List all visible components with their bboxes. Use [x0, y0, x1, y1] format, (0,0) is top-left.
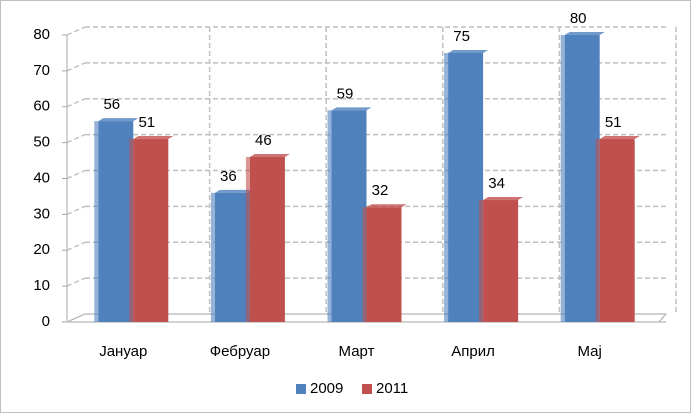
- bar-side: [595, 139, 600, 322]
- bar-side: [94, 121, 99, 322]
- y-tick-label: 50: [33, 134, 50, 151]
- data-label: 56: [103, 96, 120, 113]
- bar-top: [214, 189, 255, 193]
- bar-side: [210, 192, 215, 322]
- bar: [133, 139, 169, 322]
- grid-line: [66, 313, 86, 323]
- grid-line: [66, 169, 86, 180]
- grid-line: [66, 62, 86, 72]
- y-tick-label: 20: [33, 241, 50, 258]
- bar: [214, 192, 250, 322]
- grid-line: [66, 26, 86, 36]
- bar-side: [444, 52, 449, 322]
- bar: [564, 35, 600, 322]
- bar-group: [129, 136, 174, 322]
- grid-line: [66, 241, 86, 251]
- bar-group: [444, 49, 489, 322]
- bar-top: [249, 153, 290, 157]
- y-tick-label: 60: [33, 98, 50, 115]
- data-label: 51: [138, 114, 155, 131]
- legend-swatch: [296, 384, 306, 394]
- bar: [599, 139, 635, 322]
- grid-line: [66, 205, 86, 216]
- bar-group: [479, 197, 524, 322]
- y-tick-label: 70: [33, 62, 50, 79]
- bar-side: [479, 200, 484, 322]
- legend-swatch: [362, 384, 372, 394]
- grid-line: [66, 98, 86, 108]
- data-label: 36: [220, 168, 237, 185]
- y-tick-label: 10: [33, 277, 50, 294]
- y-tick-label: 80: [33, 26, 50, 43]
- bar: [98, 121, 134, 322]
- data-label: 75: [453, 28, 470, 45]
- y-tick-label: 30: [33, 205, 50, 222]
- bar-group: [595, 136, 640, 322]
- bar-group: [560, 32, 605, 322]
- bar-top: [599, 136, 640, 140]
- bar-top: [98, 118, 139, 122]
- x-tick-label: Април: [451, 343, 495, 360]
- bar-top: [448, 49, 489, 53]
- bar-side: [362, 207, 367, 322]
- data-label: 59: [337, 85, 354, 102]
- y-tick-label: 0: [42, 313, 50, 330]
- bar-group: [362, 204, 407, 322]
- bar: [366, 207, 402, 322]
- bar-group: [94, 118, 139, 322]
- bar-group: [210, 189, 255, 322]
- grid-line: [66, 277, 86, 287]
- x-tick-label: Март: [339, 343, 375, 360]
- y-tick-label: 40: [33, 169, 50, 186]
- bar-side: [560, 35, 565, 322]
- legend-label: 2009: [310, 380, 343, 397]
- legend-label: 2011: [376, 380, 408, 397]
- bar-top: [133, 136, 174, 140]
- data-label: 51: [605, 114, 622, 131]
- bar: [331, 110, 367, 323]
- bar: [483, 200, 519, 322]
- data-label: 80: [570, 10, 587, 27]
- data-label: 46: [255, 132, 272, 149]
- x-tick-label: Јануар: [99, 343, 147, 360]
- bar-top: [331, 107, 372, 111]
- data-label: 34: [488, 175, 505, 192]
- data-label: 32: [372, 182, 389, 199]
- x-tick-label: Мај: [578, 343, 602, 360]
- bar: [249, 156, 285, 322]
- bar-side: [129, 139, 134, 322]
- bar-side: [327, 110, 332, 323]
- bar-top: [564, 32, 605, 35]
- bar-top: [483, 197, 524, 201]
- grid-line: [66, 133, 86, 144]
- bar-group: [245, 153, 290, 322]
- bar-group: [327, 107, 372, 323]
- bar-side: [245, 156, 250, 322]
- bar-top: [366, 204, 407, 208]
- bar: [448, 52, 484, 322]
- x-tick-label: Фебруар: [210, 343, 270, 360]
